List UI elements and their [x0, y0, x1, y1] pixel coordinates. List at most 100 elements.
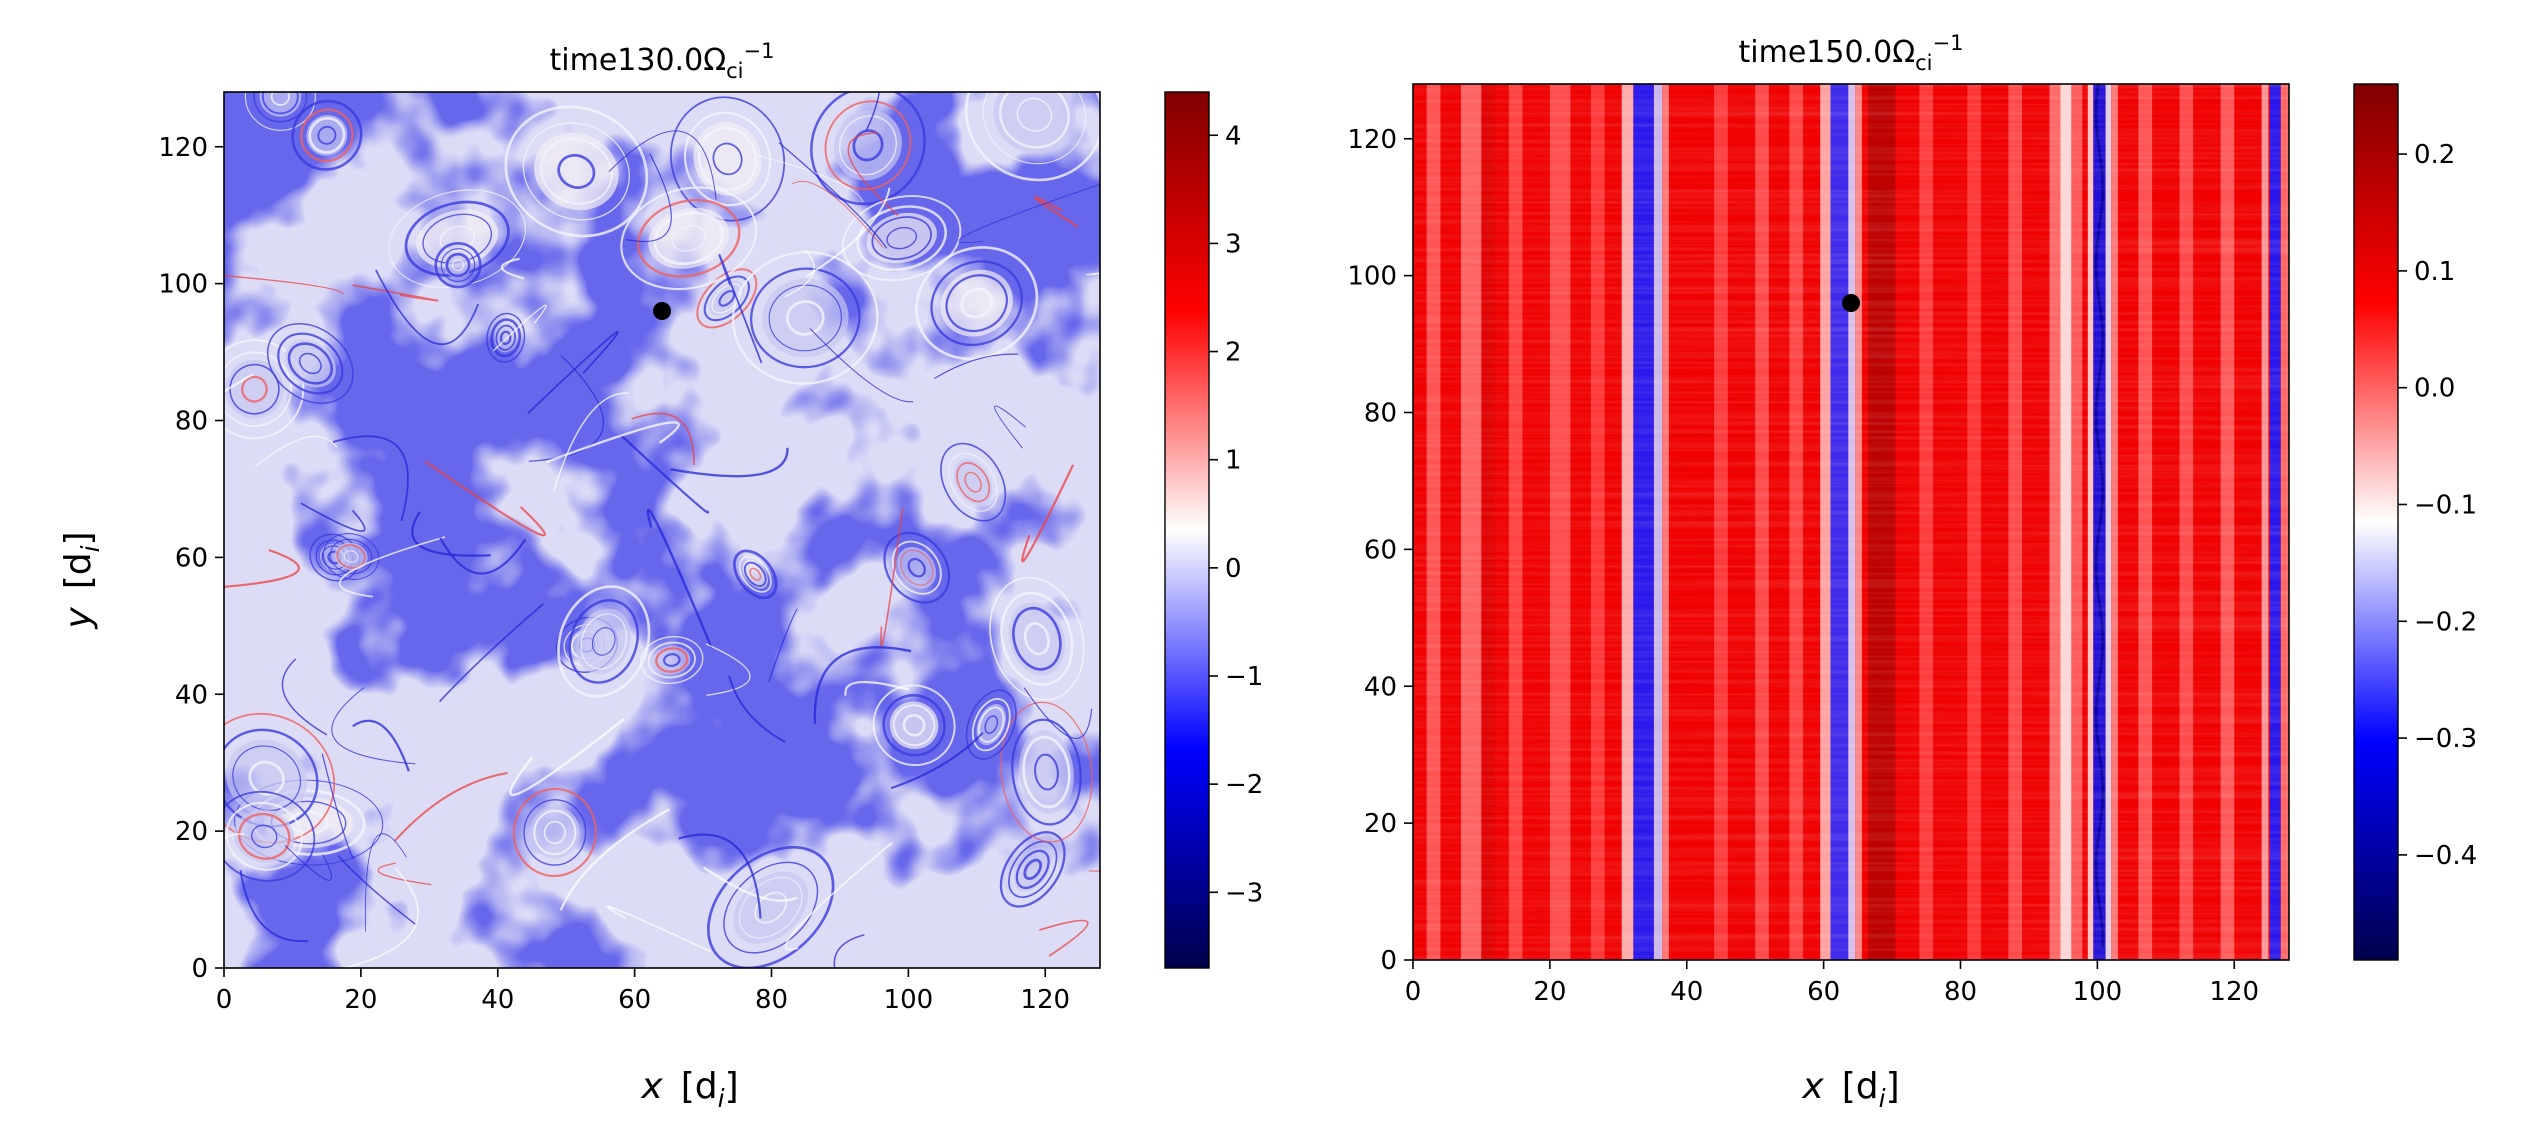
filament: [792, 180, 884, 248]
y-tick-label: 40: [175, 680, 208, 710]
filament: [813, 646, 912, 724]
x-axis-label: x [di]: [640, 1066, 738, 1113]
filament: [1086, 272, 1100, 276]
x-axis-ticks: 0 20 40 60 80 100 120: [216, 968, 1070, 1015]
filament: [545, 421, 680, 464]
filament: [352, 719, 410, 772]
x-tick-label: 0: [216, 985, 233, 1015]
filament: [377, 862, 432, 886]
vortex: [640, 636, 704, 685]
y-tick-label: 120: [158, 133, 208, 163]
colorbar-tick-label: 0: [1225, 554, 1242, 584]
filament: [239, 870, 309, 942]
vortex-field: [224, 92, 1100, 968]
colorbar-tick-label: 0.1: [2414, 257, 2455, 287]
filament: [509, 717, 625, 796]
filament: [553, 392, 629, 491]
vortex: [883, 531, 951, 604]
filament: [670, 447, 789, 478]
colorbar-tick-label: 0.2: [2414, 140, 2455, 170]
filament: [439, 603, 544, 703]
y-tick-label: 80: [1364, 399, 1397, 429]
filament: [757, 155, 864, 203]
filament: [393, 772, 508, 842]
colorbar-tick-label: 2: [1225, 338, 1242, 368]
filament: [527, 331, 619, 414]
filament: [805, 187, 891, 278]
colorbar-ticks: −3 −2 −1 0 1 2 3 4: [1209, 121, 1263, 908]
vortex: [940, 442, 1007, 522]
x-tick-label: 80: [755, 985, 788, 1015]
vortex: [964, 92, 1100, 182]
vortex: [266, 323, 354, 404]
filament: [1033, 196, 1079, 228]
y-tick-label: 20: [175, 817, 208, 847]
filament: [492, 304, 547, 352]
y-tick-label: 100: [1347, 262, 1397, 292]
filament: [678, 833, 762, 919]
colorbar-ticks: −0.4 −0.3 −0.2 −0.1 0.0 0.1 0.2: [2398, 140, 2477, 871]
vortex: [1000, 701, 1093, 843]
panel-right: 0 20 40 60 80 100 120 0 20 40 60 80 100 120 time150.…: [1347, 31, 2477, 1113]
x-tick-label: 120: [1020, 985, 1070, 1015]
filament: [341, 867, 419, 968]
filament: [768, 608, 798, 682]
filament: [224, 373, 254, 393]
vortex: [620, 186, 758, 291]
filament: [321, 753, 356, 860]
y-tick-label: 20: [1364, 809, 1397, 839]
filament: [332, 435, 409, 522]
filament: [620, 434, 710, 514]
vortex: [434, 241, 482, 289]
filament: [375, 269, 480, 345]
filament: [728, 675, 786, 743]
filament: [958, 184, 1100, 244]
chart-title: time130.0Ωci−1: [550, 39, 775, 83]
colorbar-tick-label: 0.0: [2414, 374, 2455, 404]
x-tick-label: 120: [2209, 977, 2259, 1007]
filament: [994, 405, 1026, 449]
x-tick-label: 100: [2073, 977, 2123, 1007]
filament: [364, 833, 407, 932]
x-tick-label: 80: [1944, 977, 1977, 1007]
filament: [337, 855, 417, 926]
filament: [424, 460, 546, 537]
filament: [352, 284, 439, 302]
filament: [300, 502, 366, 532]
x-tick-label: 60: [1807, 977, 1840, 1007]
filament: [331, 687, 416, 765]
filament: [934, 353, 1019, 379]
filament: [1023, 687, 1093, 739]
colorbar-tick-label: 1: [1225, 446, 1242, 476]
colorbar-left: −3 −2 −1 0 1 2 3 4: [1164, 91, 1263, 969]
vortex: [291, 99, 363, 171]
vortex: [872, 684, 956, 767]
filament: [880, 508, 904, 647]
filament: [833, 934, 865, 968]
filament: [1039, 919, 1089, 957]
colorbar-tick-label: −0.3: [2414, 724, 2477, 754]
colorbar-tick-label: −2: [1225, 770, 1263, 800]
filament: [281, 658, 328, 736]
vortex: [999, 831, 1066, 908]
colorbar-tick-label: −0.4: [2414, 841, 2477, 871]
x-axis-label: x [di]: [1801, 1066, 1899, 1113]
filament: [500, 257, 525, 280]
x-tick-label: 20: [1533, 977, 1566, 1007]
marker-point: [1842, 294, 1860, 312]
colorbar-tick-label: −3: [1225, 878, 1263, 908]
x-tick-label: 60: [618, 985, 651, 1015]
filament: [784, 842, 893, 951]
filament: [631, 412, 695, 466]
filament: [778, 142, 888, 249]
vortex: [965, 689, 1017, 760]
colorbar-tick-label: −1: [1225, 662, 1263, 692]
colorbar-tick-label: −0.1: [2414, 490, 2477, 520]
y-axis-label: y[di]: [58, 531, 105, 629]
marker-point: [653, 302, 671, 320]
filament: [646, 508, 713, 648]
vortex: [244, 92, 316, 131]
y-tick-label: 120: [1347, 125, 1397, 155]
colorbar-tick-label: 4: [1225, 121, 1242, 151]
